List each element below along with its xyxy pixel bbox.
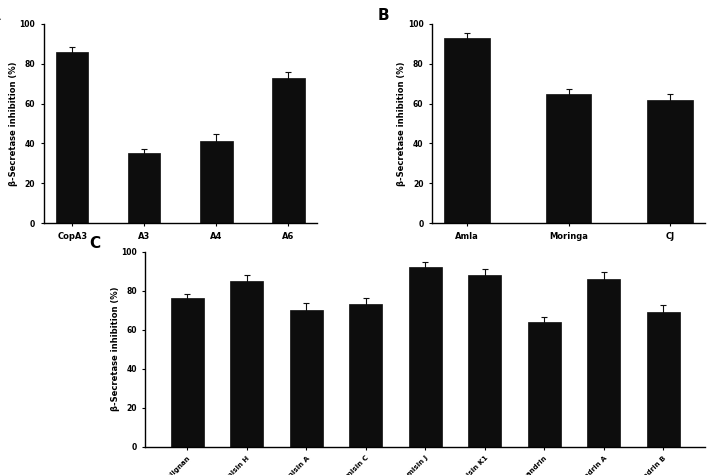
Y-axis label: β-Secretase inhibition (%): β-Secretase inhibition (%) [9, 61, 18, 186]
Bar [350, 304, 382, 446]
Bar [546, 94, 591, 223]
Bar [647, 312, 680, 446]
Bar [56, 52, 89, 223]
Bar [171, 298, 204, 446]
Y-axis label: β-Secretase inhibition (%): β-Secretase inhibition (%) [111, 287, 120, 411]
Bar [200, 142, 233, 223]
Text: C: C [89, 236, 100, 251]
Bar [587, 279, 620, 446]
Bar [647, 100, 693, 223]
Y-axis label: β-Secretase inhibition (%): β-Secretase inhibition (%) [398, 61, 406, 186]
Bar [272, 77, 305, 223]
Bar [444, 38, 490, 223]
Bar [230, 281, 263, 446]
Bar [290, 310, 323, 446]
Text: B: B [377, 8, 389, 23]
Bar [409, 267, 442, 446]
Bar [528, 322, 561, 446]
Bar [468, 275, 501, 446]
Bar [128, 153, 161, 223]
